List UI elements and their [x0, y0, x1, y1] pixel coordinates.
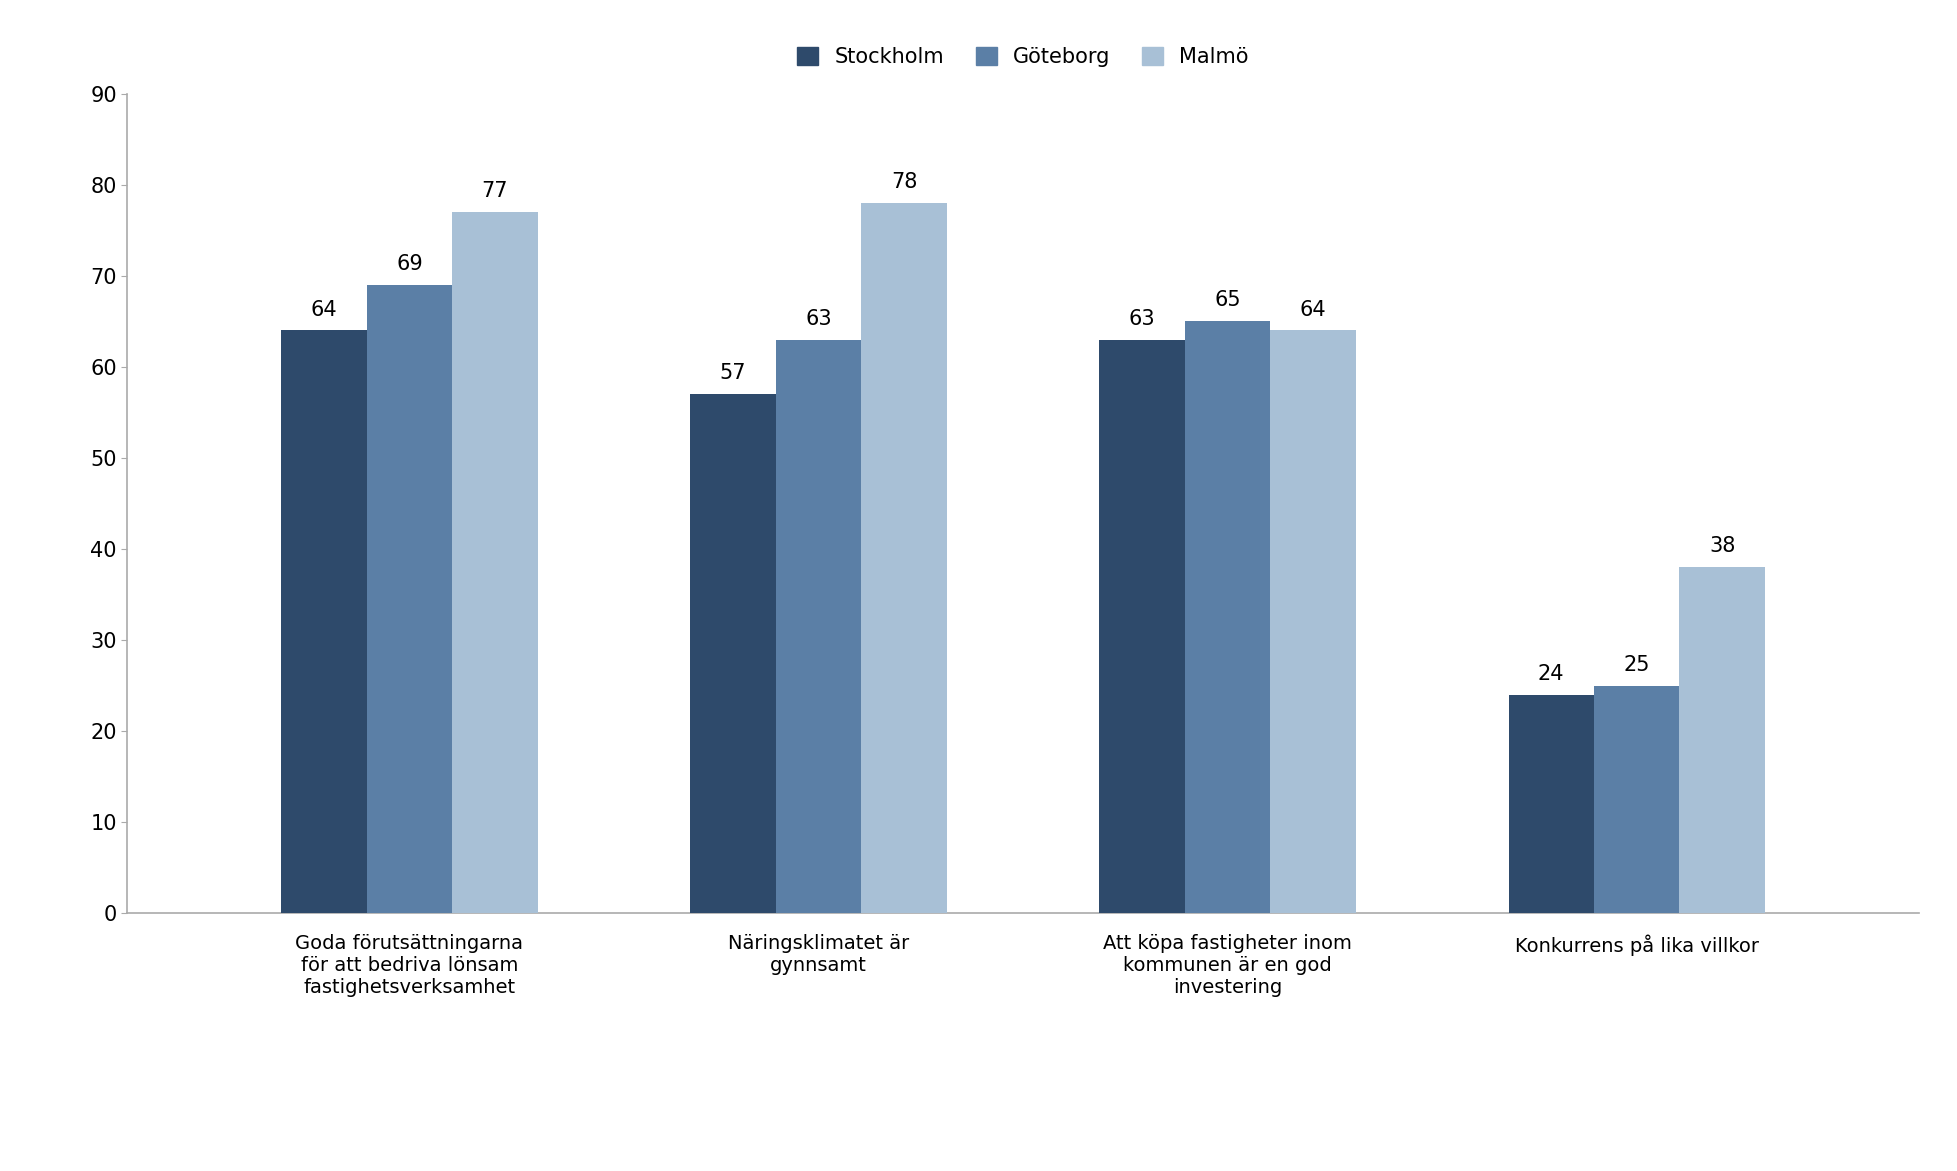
Bar: [452, 212, 538, 913]
Text: 24: 24: [1536, 664, 1564, 684]
Bar: [861, 203, 947, 913]
Bar: [1507, 694, 1593, 913]
Bar: [1593, 686, 1679, 913]
Bar: [1098, 340, 1184, 913]
Text: 64: 64: [1299, 300, 1325, 320]
Bar: [775, 340, 861, 913]
Bar: [1270, 330, 1354, 913]
Legend: Stockholm, Göteborg, Malmö: Stockholm, Göteborg, Malmö: [789, 39, 1256, 76]
Text: 69: 69: [395, 254, 423, 274]
Text: 64: 64: [311, 300, 337, 320]
Bar: [691, 395, 775, 913]
Text: 63: 63: [1129, 309, 1155, 329]
Text: 78: 78: [890, 172, 916, 192]
Bar: [1184, 321, 1270, 913]
Text: 77: 77: [481, 182, 509, 201]
Text: 57: 57: [720, 363, 746, 383]
Bar: [1679, 567, 1763, 913]
Text: 25: 25: [1622, 655, 1650, 674]
Text: 65: 65: [1213, 290, 1241, 310]
Text: 63: 63: [804, 309, 832, 329]
Text: 38: 38: [1708, 536, 1734, 556]
Bar: [366, 285, 452, 913]
Bar: [282, 330, 366, 913]
